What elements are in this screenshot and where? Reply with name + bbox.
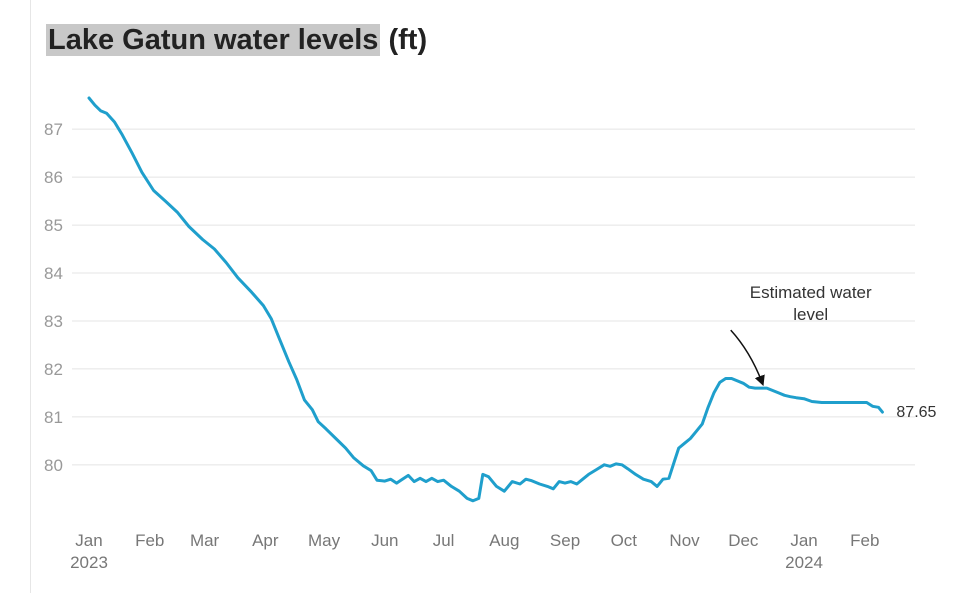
annotation-group: Estimated water level <box>730 283 872 387</box>
y-axis-ticks: 80 81 82 83 84 85 86 87 <box>44 120 63 475</box>
annotation-text: Estimated water <box>750 283 872 302</box>
x-tick-label: Feb <box>135 531 164 550</box>
x-tick-label: Feb <box>850 531 879 550</box>
series-group: 87.65 <box>87 96 937 503</box>
y-tick-label: 80 <box>44 456 63 475</box>
x-tick-label: Jan <box>790 531 817 550</box>
x-axis-ticks: Jan 2023 Feb Mar Apr May Jun Jul Aug Sep Oct Nov Dec… <box>70 531 879 572</box>
x-tick-label: Sep <box>550 531 580 550</box>
chart-title: Lake Gatun water levels (ft) <box>46 24 427 57</box>
x-tick-label: Nov <box>669 531 700 550</box>
y-tick-label: 85 <box>44 216 63 235</box>
annotation-text: level <box>793 305 828 324</box>
x-tick-label: Jul <box>433 531 455 550</box>
x-tick-label: Jun <box>371 531 398 550</box>
y-tick-label: 81 <box>44 408 63 427</box>
y-tick-label: 86 <box>44 168 63 187</box>
chart-title-highlighted: Lake Gatun water levels <box>46 24 381 56</box>
x-tick-label: Mar <box>190 531 220 550</box>
x-tick-label: Oct <box>611 531 638 550</box>
y-tick-label: 82 <box>44 360 63 379</box>
x-tick-year-label: 2024 <box>785 553 823 572</box>
y-tick-label: 83 <box>44 312 63 331</box>
x-tick-year-label: 2023 <box>70 553 108 572</box>
x-tick-label: Apr <box>252 531 279 550</box>
gridlines <box>72 128 915 466</box>
chart-title-unit: (ft) <box>380 24 428 56</box>
left-divider <box>30 0 31 593</box>
annotation-arrow <box>730 329 765 387</box>
end-value-label: 87.65 <box>896 404 936 421</box>
y-tick-label: 84 <box>44 264 63 283</box>
x-tick-label: Dec <box>728 531 759 550</box>
y-tick-label: 87 <box>44 120 63 139</box>
water-level-line <box>87 96 884 503</box>
x-tick-label: Jan <box>75 531 102 550</box>
x-tick-label: May <box>308 531 341 550</box>
x-tick-label: Aug <box>489 531 519 550</box>
